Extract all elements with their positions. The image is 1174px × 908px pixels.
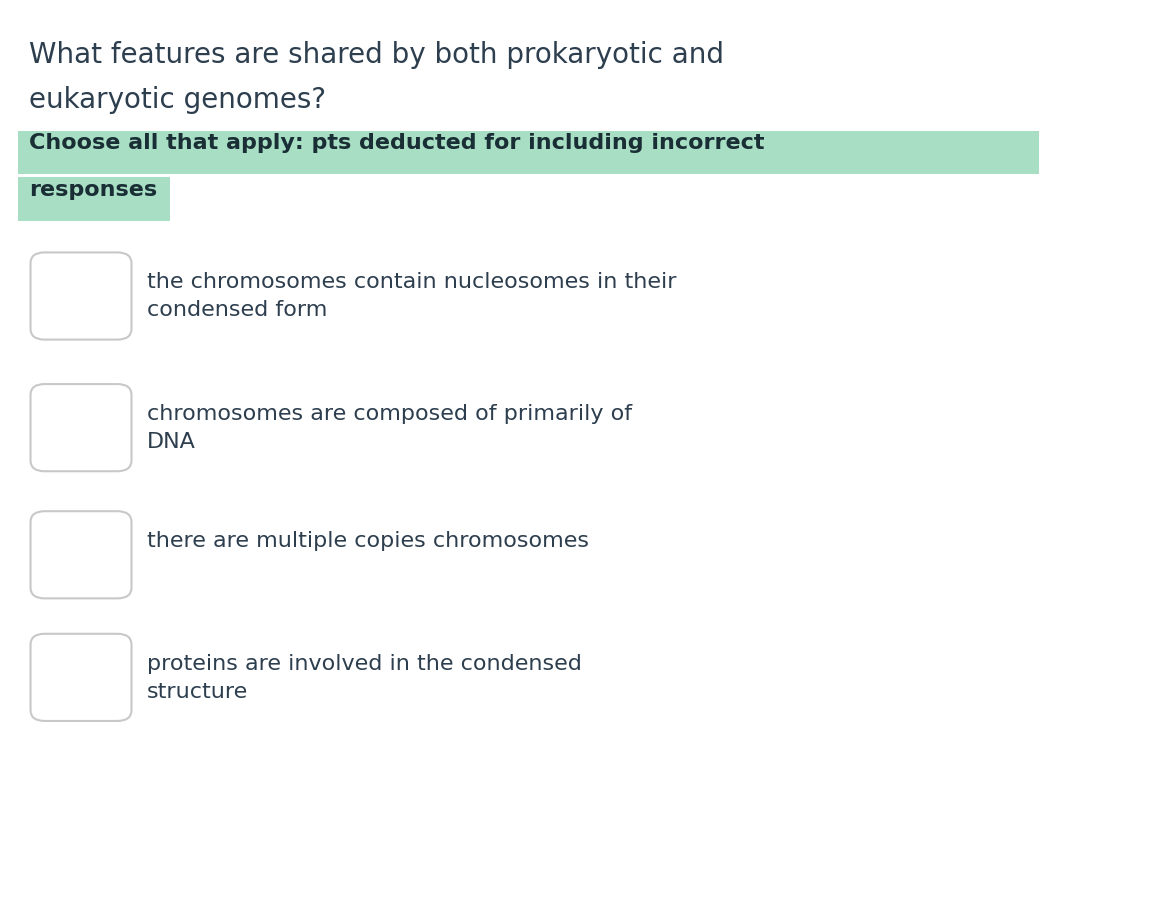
FancyBboxPatch shape xyxy=(31,252,131,340)
FancyBboxPatch shape xyxy=(31,634,131,721)
Text: the chromosomes contain nucleosomes in their
condensed form: the chromosomes contain nucleosomes in t… xyxy=(147,272,676,321)
Text: proteins are involved in the condensed
structure: proteins are involved in the condensed s… xyxy=(147,654,581,702)
Text: there are multiple copies chromosomes: there are multiple copies chromosomes xyxy=(147,531,588,551)
Text: responses: responses xyxy=(29,180,157,200)
FancyBboxPatch shape xyxy=(18,177,170,221)
FancyBboxPatch shape xyxy=(31,384,131,471)
Text: Choose all that apply: pts deducted for including incorrect: Choose all that apply: pts deducted for … xyxy=(29,133,764,153)
FancyBboxPatch shape xyxy=(18,131,1039,174)
Text: eukaryotic genomes?: eukaryotic genomes? xyxy=(29,86,326,114)
FancyBboxPatch shape xyxy=(31,511,131,598)
Text: What features are shared by both prokaryotic and: What features are shared by both prokary… xyxy=(29,41,724,69)
Text: chromosomes are composed of primarily of
DNA: chromosomes are composed of primarily of… xyxy=(147,404,632,452)
